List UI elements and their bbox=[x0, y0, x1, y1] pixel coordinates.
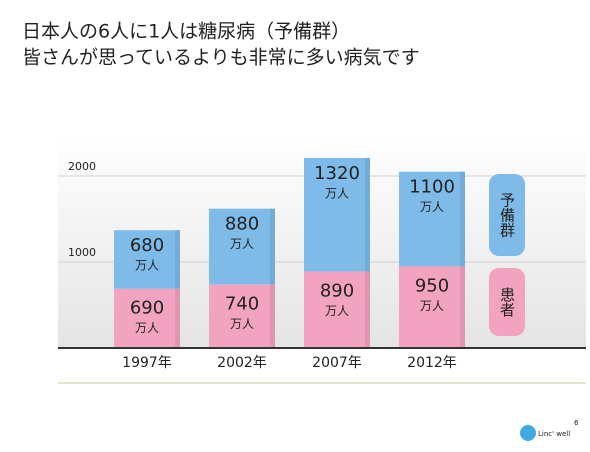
value-label: 890 bbox=[320, 280, 354, 301]
legend-label: 患者 bbox=[498, 287, 516, 317]
bar-shade bbox=[365, 271, 370, 348]
value-label: 880 bbox=[225, 214, 259, 235]
chart-title: 日本人の6人に1人は糖尿病（予備群） bbox=[22, 21, 350, 43]
x-tick-label: 1997年 bbox=[122, 355, 172, 371]
bar-segment bbox=[304, 271, 370, 348]
bar-shade bbox=[175, 288, 180, 348]
bar-segment bbox=[399, 266, 465, 348]
x-tick-label: 2007年 bbox=[312, 355, 362, 371]
value-unit: 万人 bbox=[135, 321, 159, 335]
chart-subtitle: 皆さんが思っているよりも非常に多い病気です bbox=[22, 47, 420, 69]
logo-icon bbox=[520, 425, 536, 441]
value-unit: 万人 bbox=[420, 299, 444, 313]
bar-segment bbox=[114, 288, 180, 348]
value-label: 690 bbox=[130, 298, 164, 319]
value-unit: 万人 bbox=[420, 200, 444, 214]
bar-shade bbox=[460, 171, 465, 267]
y-tick-label: 2000 bbox=[68, 160, 96, 173]
bar-shade bbox=[270, 284, 275, 348]
value-label: 740 bbox=[225, 293, 259, 314]
page-number: 6 bbox=[574, 419, 579, 427]
y-tick-label: 1000 bbox=[68, 246, 96, 259]
x-tick-label: 2012年 bbox=[407, 355, 457, 371]
bar-shade bbox=[175, 230, 180, 289]
logo: Linc' well bbox=[538, 430, 570, 438]
value-label: 950 bbox=[415, 275, 449, 296]
value-unit: 万人 bbox=[135, 259, 159, 273]
value-unit: 万人 bbox=[230, 317, 254, 331]
bar-segment bbox=[114, 230, 180, 289]
legend-swatch bbox=[489, 174, 525, 256]
value-unit: 万人 bbox=[230, 237, 254, 251]
bar-shade bbox=[270, 208, 275, 285]
value-label: 680 bbox=[130, 235, 164, 256]
value-unit: 万人 bbox=[325, 304, 349, 318]
value-label: 1320 bbox=[314, 163, 360, 184]
value-label: 1100 bbox=[409, 177, 455, 198]
bar-segment bbox=[304, 157, 370, 272]
legend-swatch bbox=[489, 268, 525, 336]
bar-segment bbox=[399, 171, 465, 267]
bar-shade bbox=[365, 157, 370, 272]
bar-shade bbox=[460, 266, 465, 348]
x-tick-label: 2002年 bbox=[217, 355, 267, 371]
value-unit: 万人 bbox=[325, 186, 349, 200]
bar-segment bbox=[209, 208, 275, 285]
bar-segment bbox=[209, 284, 275, 348]
legend-label: 予備群 bbox=[498, 193, 516, 238]
